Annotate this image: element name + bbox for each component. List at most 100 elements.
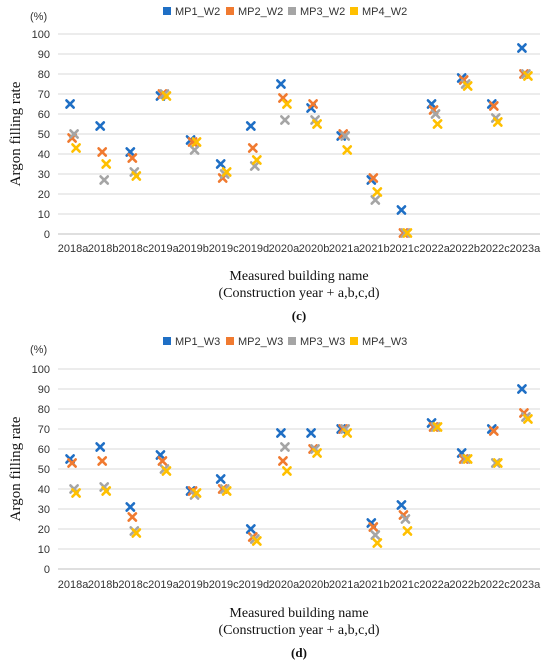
x-tick-label: 2021c <box>389 579 419 591</box>
x-tick-label: 2023a <box>510 243 541 255</box>
data-point <box>278 93 288 103</box>
x-tick-label: 2020b <box>299 243 330 255</box>
y-tick-label: 80 <box>38 69 50 81</box>
data-point <box>488 101 499 111</box>
y-tick-label: 30 <box>38 169 50 181</box>
data-point <box>280 115 290 125</box>
x-axis-sublabel: (Construction year + a,b,c,d) <box>218 623 379 638</box>
panel-label: (d) <box>291 645 307 660</box>
x-tick-label: 2022c <box>480 243 510 255</box>
data-point <box>189 145 200 155</box>
y-tick-label: 80 <box>38 404 50 416</box>
y-tick-label: 10 <box>38 544 50 556</box>
data-point <box>97 147 108 157</box>
data-point <box>161 91 172 101</box>
y-tick-label: 20 <box>38 524 50 536</box>
data-point <box>101 486 112 496</box>
x-tick-label: 2018b <box>88 579 119 591</box>
data-point <box>462 81 473 91</box>
data-point <box>67 458 77 468</box>
y-tick-label: 70 <box>38 424 50 436</box>
x-tick-label: 2018c <box>118 579 148 591</box>
data-point <box>372 538 383 548</box>
data-point <box>278 456 288 466</box>
x-tick-label: 2021a <box>329 579 360 591</box>
data-point <box>517 43 527 53</box>
data-point <box>370 530 381 540</box>
x-tick-label: 2019c <box>209 243 239 255</box>
data-point <box>251 536 262 546</box>
data-point <box>97 456 108 466</box>
data-point <box>282 99 292 109</box>
data-point <box>430 109 441 119</box>
data-point <box>221 167 232 177</box>
x-axis-label: Measured building name <box>229 606 368 621</box>
x-tick-label: 2021b <box>359 579 390 591</box>
x-axis-label: Measured building name <box>229 269 368 284</box>
legend-swatch <box>226 337 234 345</box>
data-point <box>99 175 110 185</box>
data-point <box>65 99 75 109</box>
chart-panel-2: 0 10 20 30 40 50 60 70 80 90 100 (%) 2018a 2018b 2018c… <box>8 336 541 660</box>
y-axis-label: Argon filling rate <box>8 81 24 186</box>
x-tick-label: 2019b <box>178 243 209 255</box>
legend-entry: MP3_W2 <box>300 6 345 18</box>
legend-swatch <box>163 337 171 345</box>
data-point <box>245 121 256 131</box>
x-tick-label: 2018a <box>58 243 89 255</box>
data-point <box>131 171 142 181</box>
x-tick-label: 2019b <box>178 579 209 591</box>
data-point <box>460 454 471 464</box>
data-point <box>492 458 503 468</box>
data-point <box>370 195 381 205</box>
unit-label: (%) <box>30 344 47 356</box>
data-point <box>69 129 79 139</box>
data-point <box>517 384 527 394</box>
y-tick-label: 50 <box>38 464 50 476</box>
unit-label: (%) <box>30 11 47 23</box>
y-tick-label: 100 <box>32 29 50 41</box>
legend-entry: MP4_W3 <box>362 336 407 348</box>
x-tick-label: 2022a <box>419 243 450 255</box>
y-tick-label: 70 <box>38 89 50 101</box>
data-point <box>402 228 413 238</box>
legend-entry: MP3_W3 <box>300 336 345 348</box>
y-axis-label: Argon filling rate <box>8 416 24 521</box>
y-tick-label: 10 <box>38 209 50 221</box>
y-tick-label: 90 <box>38 384 50 396</box>
x-tick-label: 2022b <box>449 579 480 591</box>
x-tick-label: 2018b <box>88 243 119 255</box>
data-point <box>490 458 501 468</box>
data-point <box>245 524 256 534</box>
y-tick-label: 30 <box>38 504 50 516</box>
x-tick-label: 2022c <box>480 579 510 591</box>
data-point <box>368 173 379 183</box>
data-point <box>95 121 106 131</box>
x-tick-label: 2019d <box>239 579 270 591</box>
data-point <box>342 428 353 438</box>
data-point <box>372 187 383 197</box>
y-tick-label: 40 <box>38 484 50 496</box>
data-point <box>282 466 292 476</box>
data-point <box>402 526 413 536</box>
data-point <box>280 442 290 452</box>
x-tick-label: 2019c <box>209 579 239 591</box>
data-point <box>131 528 142 538</box>
legend-swatch <box>288 7 296 15</box>
legend-entry: MP1_W3 <box>175 336 220 348</box>
data-point <box>251 155 262 165</box>
legend-swatch <box>350 7 358 15</box>
data-point <box>340 131 351 141</box>
data-point <box>396 205 407 215</box>
data-point <box>127 512 138 522</box>
data-point <box>95 442 106 452</box>
data-point <box>221 486 232 496</box>
x-tick-label: 2022a <box>419 579 450 591</box>
data-point <box>127 153 138 163</box>
y-tick-label: 0 <box>44 229 50 241</box>
x-tick-label: 2023a <box>510 579 541 591</box>
legend-swatch <box>288 337 296 345</box>
y-tick-label: 90 <box>38 49 50 61</box>
x-tick-label: 2021c <box>389 243 419 255</box>
y-tick-label: 100 <box>32 364 50 376</box>
